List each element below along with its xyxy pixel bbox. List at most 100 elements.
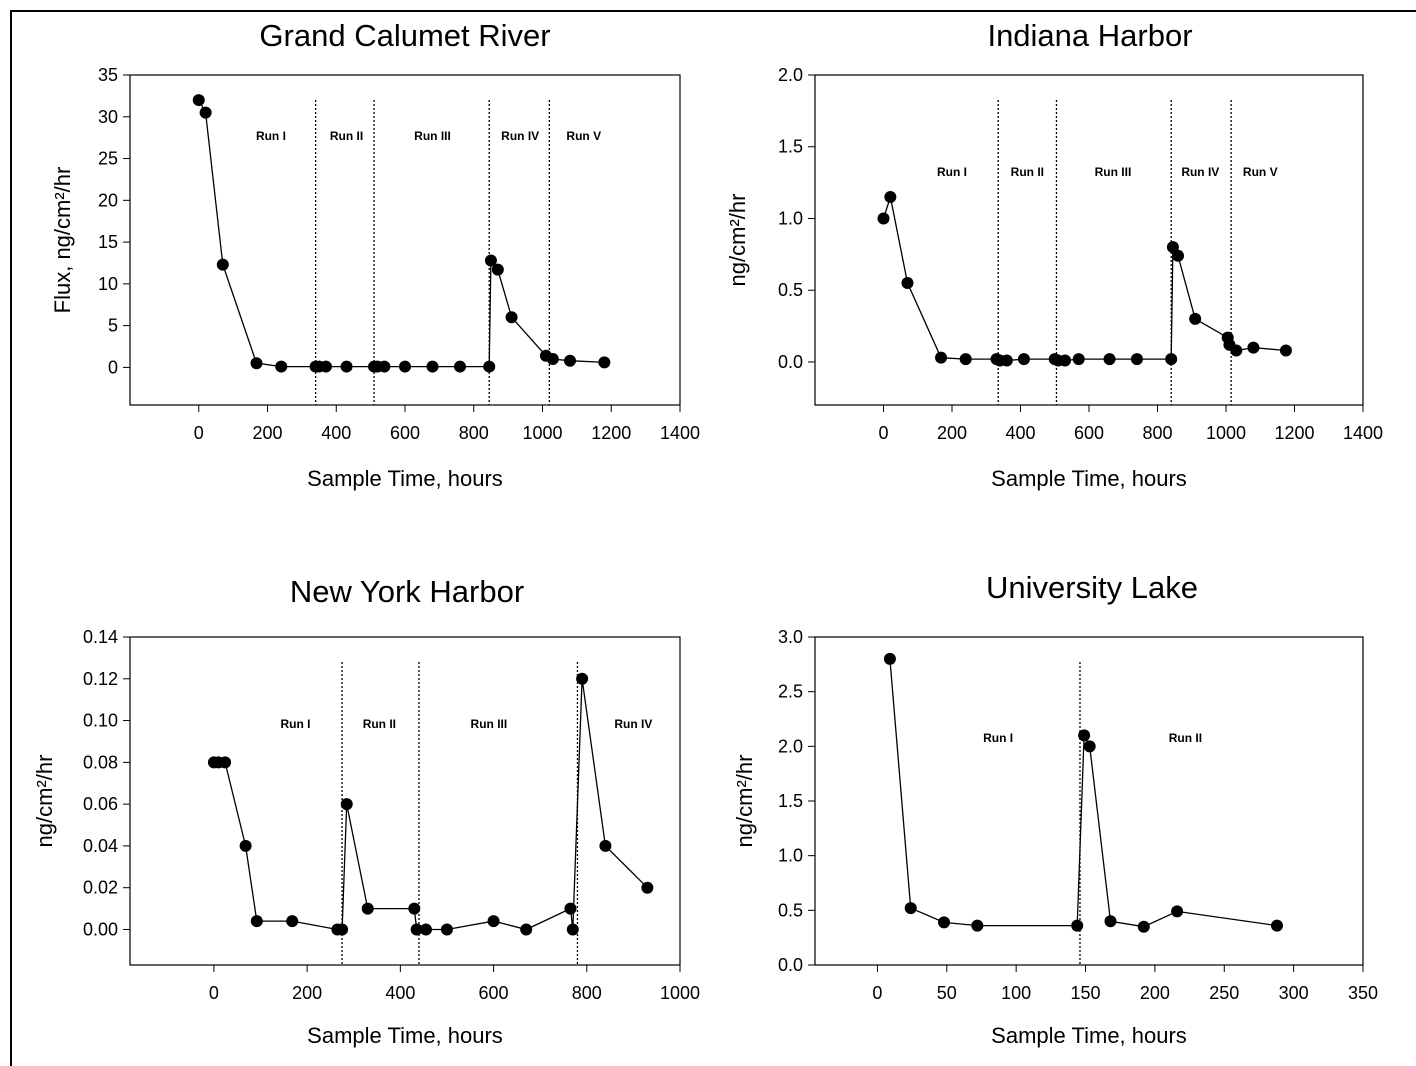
data-point: [408, 902, 421, 915]
y-tick-label: 10: [98, 274, 118, 294]
data-point: [487, 915, 500, 928]
y-axis-label: ng/cm²/hr: [732, 755, 757, 848]
run-label: Run V: [566, 129, 601, 143]
run-label: Run I: [280, 717, 310, 731]
data-point: [1165, 353, 1178, 366]
y-tick-label: 2.5: [778, 682, 803, 702]
chart-title: Grand Calumet River: [259, 18, 550, 53]
y-axis-label: Flux, ng/cm²/hr: [50, 167, 75, 314]
x-tick-label: 1400: [1343, 423, 1383, 443]
data-point: [340, 360, 353, 373]
data-point: [410, 923, 423, 936]
y-axis-label: ng/cm²/hr: [725, 194, 750, 287]
data-point: [1172, 249, 1185, 262]
x-tick-label: 300: [1279, 983, 1309, 1003]
x-tick-label: 400: [1005, 423, 1035, 443]
run-label: Run IV: [1181, 165, 1219, 179]
data-point: [1270, 919, 1283, 932]
x-tick-label: 0: [878, 423, 888, 443]
y-tick-label: 0.02: [83, 878, 118, 898]
x-tick-label: 250: [1209, 983, 1239, 1003]
data-point: [576, 672, 589, 685]
run-label: Run IV: [501, 129, 539, 143]
run-label: Run III: [1095, 165, 1132, 179]
run-label: Run IV: [614, 717, 652, 731]
y-tick-label: 0.12: [83, 669, 118, 689]
data-point: [484, 254, 497, 267]
run-label: Run II: [363, 717, 396, 731]
x-axis-label: Sample Time, hours: [991, 1023, 1187, 1048]
x-tick-label: 600: [479, 983, 509, 1003]
x-axis-label: Sample Time, hours: [307, 1023, 503, 1048]
x-tick-label: 1200: [1274, 423, 1314, 443]
x-tick-label: 1200: [591, 423, 631, 443]
run-label: Run II: [1169, 731, 1202, 745]
y-tick-label: 25: [98, 149, 118, 169]
y-tick-label: 0.0: [778, 352, 803, 372]
chart-title: University Lake: [986, 570, 1198, 605]
y-tick-label: 2.0: [778, 65, 803, 85]
data-point: [1171, 905, 1184, 918]
data-point: [598, 356, 611, 369]
data-point: [959, 353, 972, 366]
y-tick-label: 1.5: [778, 791, 803, 811]
data-point: [491, 263, 504, 276]
data-point: [564, 902, 577, 915]
x-tick-label: 1000: [660, 983, 700, 1003]
data-point: [1071, 919, 1084, 932]
data-point: [1078, 729, 1091, 742]
x-tick-label: 800: [572, 983, 602, 1003]
y-tick-label: 0.00: [83, 919, 118, 939]
data-point: [426, 360, 439, 373]
data-point: [546, 353, 559, 366]
x-tick-label: 1400: [660, 423, 700, 443]
data-point: [275, 360, 288, 373]
data-point: [216, 258, 229, 271]
plot-area: [814, 636, 1364, 966]
y-tick-label: 0.10: [83, 711, 118, 731]
data-point: [286, 915, 299, 928]
y-tick-label: 20: [98, 190, 118, 210]
x-tick-label: 800: [459, 423, 489, 443]
y-tick-label: 0: [108, 357, 118, 377]
x-tick-label: 800: [1142, 423, 1172, 443]
y-tick-label: 0.08: [83, 752, 118, 772]
data-point: [938, 916, 951, 929]
chart-panel-3: New York Harbor 0 200 400 600 800 1000 0.00 0.02…: [32, 574, 700, 1048]
data-point: [361, 902, 374, 915]
x-tick-label: 0: [209, 983, 219, 1003]
run-label: Run V: [1243, 165, 1278, 179]
x-tick-label: 200: [252, 423, 282, 443]
data-point: [1000, 354, 1013, 367]
x-tick-label: 350: [1348, 983, 1378, 1003]
x-tick-label: 400: [321, 423, 351, 443]
run-label: Run I: [937, 165, 967, 179]
y-axis-label: ng/cm²/hr: [32, 755, 57, 848]
y-tick-label: 1.5: [778, 137, 803, 157]
x-tick-label: 1000: [1206, 423, 1246, 443]
x-axis-label: Sample Time, hours: [307, 466, 503, 491]
data-point: [1017, 353, 1030, 366]
y-tick-label: 5: [108, 316, 118, 336]
data-point: [336, 923, 349, 936]
plot-area: [129, 74, 681, 406]
data-point: [971, 919, 984, 932]
y-tick-label: 3.0: [778, 627, 803, 647]
x-tick-label: 0: [872, 983, 882, 1003]
y-tick-label: 2.0: [778, 736, 803, 756]
data-point: [1230, 344, 1243, 357]
data-point: [1279, 344, 1292, 357]
x-tick-label: 200: [1140, 983, 1170, 1003]
y-tick-label: 0.04: [83, 836, 118, 856]
data-point: [440, 923, 453, 936]
data-point: [935, 351, 948, 364]
x-tick-label: 200: [292, 983, 322, 1003]
chart-panel-2: Indiana Harbor 0 200 400 600 800 1000 1200 1400 0…: [725, 18, 1383, 491]
y-tick-label: 15: [98, 232, 118, 252]
data-point: [378, 360, 391, 373]
x-tick-label: 600: [1074, 423, 1104, 443]
x-tick-label: 150: [1071, 983, 1101, 1003]
data-point: [566, 923, 579, 936]
data-point: [901, 277, 914, 290]
data-point: [883, 652, 896, 665]
